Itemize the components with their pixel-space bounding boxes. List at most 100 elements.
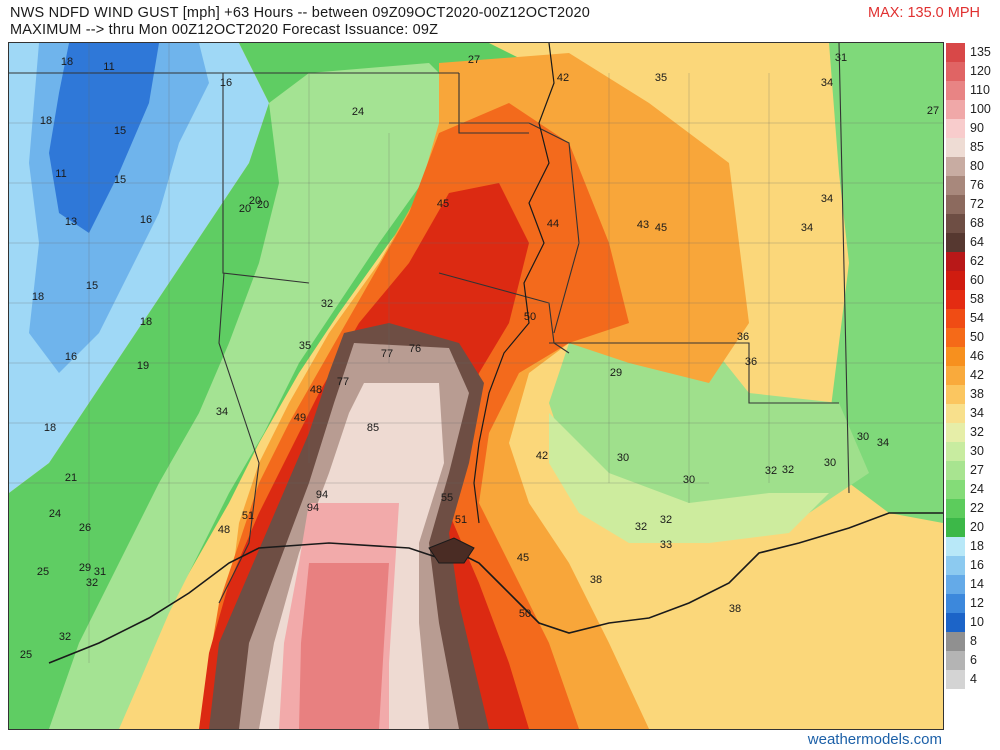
gust-value-label: 94: [316, 489, 328, 501]
gust-value-label: 51: [242, 510, 254, 522]
wind-gust-map: 18 11 16 27 42 35 31 34 27 18 24 15 11 15 45 20 20 20 34 13…: [8, 42, 944, 730]
gust-value-label: 76: [409, 343, 421, 355]
gust-value-label: 24: [49, 508, 61, 520]
state-borders: [9, 43, 850, 604]
gust-value-label: 34: [801, 222, 813, 234]
legend-label: 90: [970, 121, 984, 135]
gust-value-label: 21: [65, 472, 77, 484]
legend-swatch: [946, 233, 965, 252]
legend-label: 135: [970, 45, 991, 59]
gust-value-label: 18: [40, 115, 52, 127]
gust-value-label: 31: [94, 566, 106, 578]
map-subtitle: MAXIMUM --> thru Mon 00Z12OCT2020 Foreca…: [10, 22, 439, 38]
legend-swatch: [946, 442, 965, 461]
legend-label: 46: [970, 349, 984, 363]
county-lines: [9, 43, 943, 663]
gust-value-label: 13: [65, 216, 77, 228]
legend-row: 72: [946, 195, 1000, 214]
legend-label: 120: [970, 64, 991, 78]
legend-swatch: [946, 537, 965, 556]
legend-row: 34: [946, 404, 1000, 423]
legend-label: 85: [970, 140, 984, 154]
gust-value-label: 51: [455, 514, 467, 526]
legend-row: 10: [946, 613, 1000, 632]
gust-value-label: 32: [321, 298, 333, 310]
legend-row: 32: [946, 423, 1000, 442]
gust-value-label: 77: [381, 348, 393, 360]
legend-label: 20: [970, 520, 984, 534]
mississippi-river: [473, 43, 555, 524]
gust-value-label: 27: [927, 105, 939, 117]
map-title: NWS NDFD WIND GUST [mph] +63 Hours -- be…: [10, 5, 591, 21]
gust-value-label: 18: [32, 291, 44, 303]
legend-label: 6: [970, 653, 977, 667]
gust-value-label: 50: [519, 608, 531, 620]
legend-row: 135: [946, 43, 1000, 62]
legend-swatch: [946, 62, 965, 81]
gust-value-label: 35: [299, 340, 311, 352]
gust-value-label: 30: [683, 474, 695, 486]
zone-light-green: [549, 413, 829, 543]
source-credit[interactable]: weathermodels.com: [807, 731, 942, 748]
legend-row: 14: [946, 575, 1000, 594]
gust-value-label: 35: [655, 72, 667, 84]
gust-value-label: 77: [337, 376, 349, 388]
gust-value-label: 29: [79, 562, 91, 574]
legend-label: 68: [970, 216, 984, 230]
legend-label: 27: [970, 463, 984, 477]
gust-value-label: 31: [835, 52, 847, 64]
gust-value-label: 32: [635, 521, 647, 533]
gust-value-label: 34: [877, 437, 889, 449]
legend-row: 120: [946, 62, 1000, 81]
gust-value-label: 32: [782, 464, 794, 476]
legend-row: 24: [946, 480, 1000, 499]
gust-value-label: 48: [218, 524, 230, 536]
gust-value-label: 34: [216, 406, 228, 418]
legend-row: 85: [946, 138, 1000, 157]
zone-green-east: [829, 43, 943, 523]
legend-swatch: [946, 100, 965, 119]
legend-swatch: [946, 252, 965, 271]
gust-value-label: 16: [140, 214, 152, 226]
legend-row: 12: [946, 594, 1000, 613]
legend-label: 16: [970, 558, 984, 572]
gust-value-label: 19: [137, 360, 149, 372]
legend-swatch: [946, 119, 965, 138]
gust-value-label: 20: [249, 195, 261, 207]
legend-label: 30: [970, 444, 984, 458]
gust-value-label: 32: [86, 577, 98, 589]
legend-row: 22: [946, 499, 1000, 518]
gust-value-label: 29: [610, 367, 622, 379]
legend-swatch: [946, 290, 965, 309]
gust-value-label: 43: [637, 219, 649, 231]
gust-value-label: 18: [44, 422, 56, 434]
legend-row: 18: [946, 537, 1000, 556]
legend-swatch: [946, 43, 965, 62]
legend-swatch: [946, 594, 965, 613]
gust-value-label: 44: [547, 218, 559, 230]
legend-row: 20: [946, 518, 1000, 537]
legend-label: 8: [970, 634, 977, 648]
legend-row: 38: [946, 385, 1000, 404]
gust-value-label: 15: [114, 125, 126, 137]
legend-row: 90: [946, 119, 1000, 138]
gust-value-label: 15: [114, 174, 126, 186]
gust-value-label: 11: [103, 61, 114, 73]
legend-row: 76: [946, 176, 1000, 195]
legend-swatch: [946, 328, 965, 347]
legend-swatch: [946, 81, 965, 100]
legend-swatch: [946, 347, 965, 366]
zone-24-30: [49, 63, 469, 729]
coastline: [48, 512, 943, 664]
gust-value-label: 16: [65, 351, 77, 363]
legend-swatch: [946, 651, 965, 670]
legend-swatch: [946, 214, 965, 233]
legend-row: 27: [946, 461, 1000, 480]
legend-label: 12: [970, 596, 984, 610]
gust-value-label: 18: [61, 56, 73, 68]
legend-label: 64: [970, 235, 984, 249]
legend-swatch: [946, 499, 965, 518]
legend-row: 54: [946, 309, 1000, 328]
legend-label: 22: [970, 501, 984, 515]
